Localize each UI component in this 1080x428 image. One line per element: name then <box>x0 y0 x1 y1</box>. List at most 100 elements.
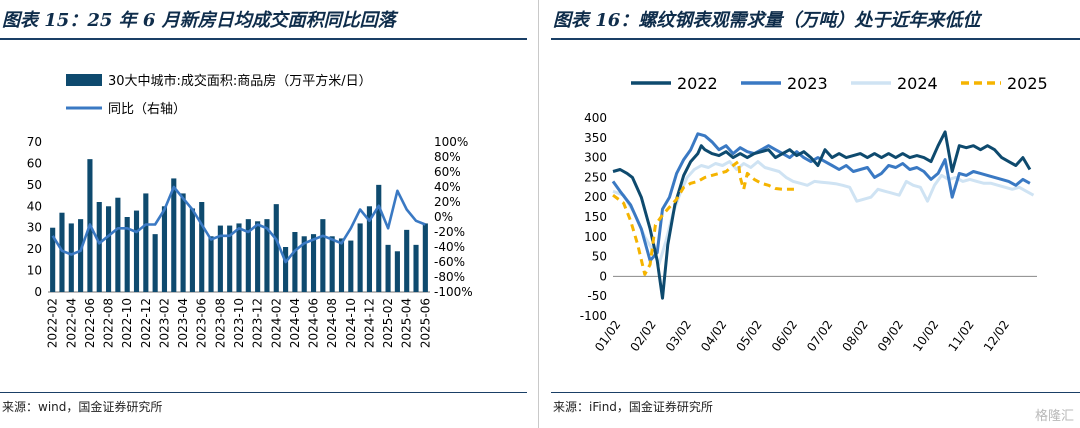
y-left-tick: 0 <box>34 285 42 299</box>
y-tick: 100 <box>584 230 607 244</box>
x-tick-label: 2022-12 <box>139 298 153 348</box>
x-tick-label: 2023-06 <box>195 298 209 348</box>
y-left-tick: 70 <box>27 135 42 149</box>
bar <box>208 236 214 292</box>
y-tick: 200 <box>584 190 607 204</box>
x-tick-label: 2024-06 <box>307 298 321 348</box>
x-tick-label: 2024-10 <box>344 298 358 348</box>
bar <box>68 223 74 292</box>
x-tick-label: 2022-02 <box>46 298 60 348</box>
bar <box>385 244 391 292</box>
y-tick: -100 <box>580 309 607 323</box>
bar <box>413 244 419 292</box>
bar <box>105 206 112 292</box>
bar <box>143 193 149 292</box>
y-right-tick: -20% <box>434 225 465 239</box>
series-line-2024 <box>612 160 1035 266</box>
legend-label-bar: 30大中城市:成交面积:商品房（万平方米/日） <box>108 73 372 89</box>
panel-divider <box>538 0 539 428</box>
y-right-tick: -60% <box>434 255 465 269</box>
x-tick-label: 2024-12 <box>362 298 376 348</box>
series-line-2025 <box>612 160 797 276</box>
y-left-tick: 60 <box>27 156 42 170</box>
y-right-tick: 40% <box>434 180 461 194</box>
y-tick: 50 <box>592 250 607 264</box>
x-tick-label: 2022-04 <box>64 298 78 348</box>
series-line-2022 <box>612 130 1032 300</box>
y-right-tick: -80% <box>434 270 465 284</box>
x-tick-label: 03/02 <box>663 318 694 354</box>
x-tick-label: 11/02 <box>945 318 976 354</box>
x-tick-label: 05/02 <box>733 318 764 354</box>
x-tick-label: 2023-12 <box>251 298 265 348</box>
x-tick-label: 07/02 <box>804 318 835 354</box>
x-tick-label: 2025-04 <box>400 298 414 348</box>
bar <box>348 240 354 292</box>
y-tick: -50 <box>587 289 607 303</box>
bar <box>292 232 298 292</box>
bar <box>133 210 140 292</box>
left-chart-svg: 30大中城市:成交面积:商品房（万平方米/日） 同比（右轴） 0 10 20 30 40 50… <box>27 73 473 348</box>
x-tick-label: 2022-08 <box>102 298 116 348</box>
y-left-tick: 50 <box>27 178 42 192</box>
bar <box>180 193 186 292</box>
x-tick-label: 2025-02 <box>381 298 395 348</box>
bar <box>59 212 65 292</box>
bar <box>171 178 177 292</box>
left-chart-title: 图表 15：25 年 6 月新房日均成交面积同比回落 <box>2 10 396 31</box>
bar <box>310 234 317 292</box>
bar <box>394 251 400 292</box>
bar <box>283 247 289 292</box>
bar <box>96 202 102 292</box>
x-tick-label: 02/02 <box>627 318 658 354</box>
legend-label-2025: 2025 <box>1007 74 1048 93</box>
y-right-tick: -100% <box>434 285 473 299</box>
x-tick-label: 2024-02 <box>269 298 283 348</box>
y-right-tick: 60% <box>434 165 461 179</box>
legend-label-2023: 2023 <box>787 74 828 93</box>
y-right-tick: -40% <box>434 240 465 254</box>
y-tick: 150 <box>584 210 607 224</box>
y-tick: 400 <box>584 111 607 125</box>
x-tick-label: 2023-08 <box>213 298 227 348</box>
x-tick-label: 2023-04 <box>176 298 190 348</box>
y-tick: 250 <box>584 170 607 184</box>
watermark-logo: 格隆汇 <box>1034 409 1074 424</box>
y-left-tick: 40 <box>27 199 42 213</box>
bar <box>115 197 121 292</box>
right-chart-source: 来源：iFind，国金证券研究所 <box>553 400 713 414</box>
x-tick-label: 10/02 <box>910 318 941 354</box>
x-tick-label: 09/02 <box>875 318 906 354</box>
y-left-tick: 30 <box>27 221 42 235</box>
x-tick-label: 2024-08 <box>325 298 339 348</box>
bar <box>152 234 158 292</box>
legend-label-2022: 2022 <box>677 74 718 93</box>
y-right-tick: 80% <box>434 150 461 164</box>
y-right-tick: 20% <box>434 195 461 209</box>
y-left-tick: 10 <box>27 264 42 278</box>
legend-label-2024: 2024 <box>897 74 938 93</box>
bar <box>124 217 130 292</box>
legend-swatch-bar <box>66 74 102 86</box>
bar <box>199 202 205 292</box>
x-tick-label: 2022-06 <box>83 298 97 348</box>
x-tick-label: 01/02 <box>592 318 623 354</box>
right-chart-panel: 图表 16：螺纹钢表观需求量（万吨）处于近年来低位 2022 2023 2024 20… <box>551 0 1080 428</box>
bar <box>376 184 382 292</box>
x-tick-label: 08/02 <box>839 318 870 354</box>
x-tick-label: 04/02 <box>698 318 729 354</box>
series-line-2023 <box>611 132 1031 263</box>
y-tick: 300 <box>584 151 607 165</box>
left-title-rule <box>0 38 527 40</box>
y-right-tick: 0% <box>434 210 453 224</box>
bar <box>320 219 326 292</box>
bar <box>329 236 335 292</box>
bar <box>78 219 84 292</box>
left-source-rule <box>0 392 527 393</box>
bar <box>273 204 279 292</box>
bar <box>357 223 363 292</box>
bar <box>264 219 270 292</box>
bar <box>338 238 345 292</box>
left-chart-panel: 图表 15：25 年 6 月新房日均成交面积同比回落 30大中城市:成交面积:商… <box>0 0 527 428</box>
bar <box>236 223 242 292</box>
